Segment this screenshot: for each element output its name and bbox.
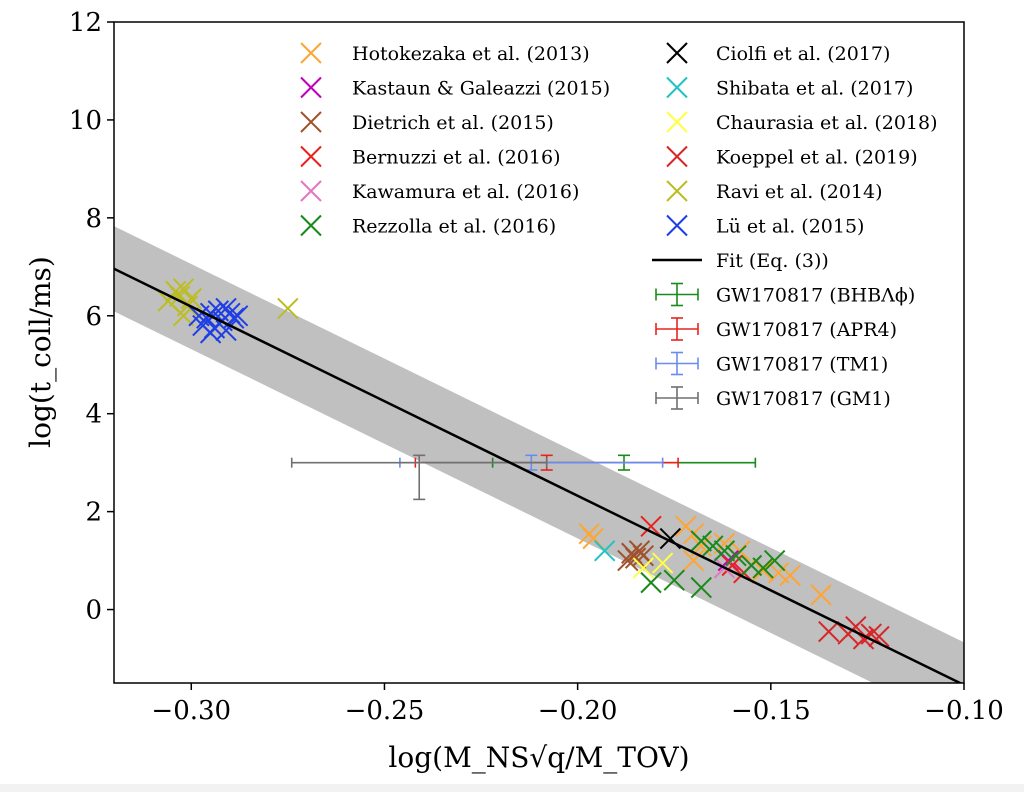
errorbar-3 xyxy=(290,454,548,501)
legend-label-8: Chaurasia et al. (2018) xyxy=(716,112,938,134)
fit-line-path xyxy=(114,267,963,683)
legend-label-2: Dietrich et al. (2015) xyxy=(352,112,554,134)
gw170817-errorbars xyxy=(290,454,757,501)
legend-label-errorbar-2: GW170817 (TM1) xyxy=(716,354,888,376)
legend-marker-1 xyxy=(300,76,322,99)
legend-marker-9 xyxy=(666,145,688,168)
x-tick-label-2: −0.20 xyxy=(538,696,618,726)
plot-frame xyxy=(113,21,965,684)
legend-label-4: Kawamura et al. (2016) xyxy=(352,181,579,203)
legend-marker-11 xyxy=(666,214,688,237)
point-5-6 xyxy=(725,544,747,567)
point-0-11 xyxy=(682,549,705,572)
legend-label-errorbar-3: GW170817 (GM1) xyxy=(716,388,891,410)
y-tick-label-0: 0 xyxy=(85,596,102,626)
point-10-6 xyxy=(172,305,195,327)
legend-label-3: Bernuzzi et al. (2016) xyxy=(352,147,560,169)
y-tick-label-6: 12 xyxy=(69,8,102,38)
axis-ticks: −0.30 −0.25 −0.20 −0.15 −0.10 0 2 4 6 8 10 12 xyxy=(69,8,1004,726)
point-8-0 xyxy=(632,557,655,579)
point-5-2 xyxy=(690,576,712,599)
point-5-3 xyxy=(690,530,712,552)
legend-marker-3 xyxy=(300,145,322,168)
point-5-5 xyxy=(713,540,736,562)
y-tick-label-4: 8 xyxy=(85,204,102,234)
point-9-2 xyxy=(845,615,867,638)
point-5-0 xyxy=(640,571,662,594)
legend-label-6: Ciolfi et al. (2017) xyxy=(716,43,890,65)
legend-label-1: Kastaun & Galeazzi (2015) xyxy=(352,78,610,100)
y-tick-label-1: 2 xyxy=(85,498,102,528)
fit-band xyxy=(114,226,964,683)
point-2-3 xyxy=(617,549,639,572)
point-11-12 xyxy=(215,319,237,342)
legend-marker-errorbar-3 xyxy=(655,386,699,410)
y-tick-label-3: 6 xyxy=(85,302,102,332)
x-tick-label-1: −0.25 xyxy=(345,696,425,726)
legend-marker-0 xyxy=(300,42,322,64)
fit-line xyxy=(114,267,963,683)
legend: Hotokezaka et al. (2013) Kastaun & Galeaz… xyxy=(300,42,938,410)
point-5-8 xyxy=(752,557,774,579)
legend-marker-errorbar-1 xyxy=(655,317,699,341)
point-3-0 xyxy=(640,515,662,538)
point-0-10 xyxy=(810,584,832,606)
point-10-7 xyxy=(277,297,299,320)
legend-marker-10 xyxy=(666,180,688,202)
legend-marker-6 xyxy=(666,42,688,64)
x-axis-label: log(M_NS√q/M_TOV) xyxy=(388,741,689,774)
point-10-3 xyxy=(172,278,195,300)
point-5-1 xyxy=(663,569,685,591)
point-9-0 xyxy=(818,620,840,643)
x-tick-label-0: −0.30 xyxy=(151,696,231,726)
legend-marker-4 xyxy=(300,180,322,202)
x-tick-label-4: −0.10 xyxy=(924,696,1004,726)
x-tick-label-3: −0.15 xyxy=(731,696,811,726)
point-8-1 xyxy=(651,552,674,574)
legend-label-5: Rezzolla et al. (2016) xyxy=(352,216,556,238)
legend-marker-2 xyxy=(300,111,322,133)
legend-label-10: Ravi et al. (2014) xyxy=(716,181,883,203)
point-5-9 xyxy=(763,549,786,572)
legend-label-11: Lü et al. (2015) xyxy=(716,216,864,238)
legend-label-7: Shibata et al. (2017) xyxy=(716,78,913,100)
point-7-0 xyxy=(593,540,616,562)
legend-label-errorbar-1: GW170817 (APR4) xyxy=(716,319,897,341)
legend-label-fit: Fit (Eq. (3)) xyxy=(716,250,829,272)
legend-marker-errorbar-2 xyxy=(655,351,699,376)
point-2-1 xyxy=(624,547,647,569)
legend-marker-7 xyxy=(666,76,688,99)
point-5-4 xyxy=(702,535,724,557)
legend-label-errorbar-0: GW170817 (BHBΛϕ) xyxy=(716,285,915,307)
legend-marker-8 xyxy=(666,111,688,133)
legend-label-0: Hotokezaka et al. (2013) xyxy=(352,43,590,65)
legend-marker-errorbar-0 xyxy=(655,282,699,307)
footer-strip xyxy=(0,784,1024,792)
point-9-5 xyxy=(868,625,890,648)
fit-uncertainty-band xyxy=(114,226,964,683)
legend-marker-5 xyxy=(300,214,322,237)
legend-label-9: Koeppel et al. (2019) xyxy=(716,147,918,169)
y-tick-label-2: 4 xyxy=(85,400,102,430)
y-axis-label: log(t_coll/ms) xyxy=(24,256,57,448)
y-tick-label-5: 10 xyxy=(69,106,102,136)
point-10-5 xyxy=(180,287,202,310)
point-9-4 xyxy=(860,623,882,645)
point-11-10 xyxy=(226,305,249,327)
